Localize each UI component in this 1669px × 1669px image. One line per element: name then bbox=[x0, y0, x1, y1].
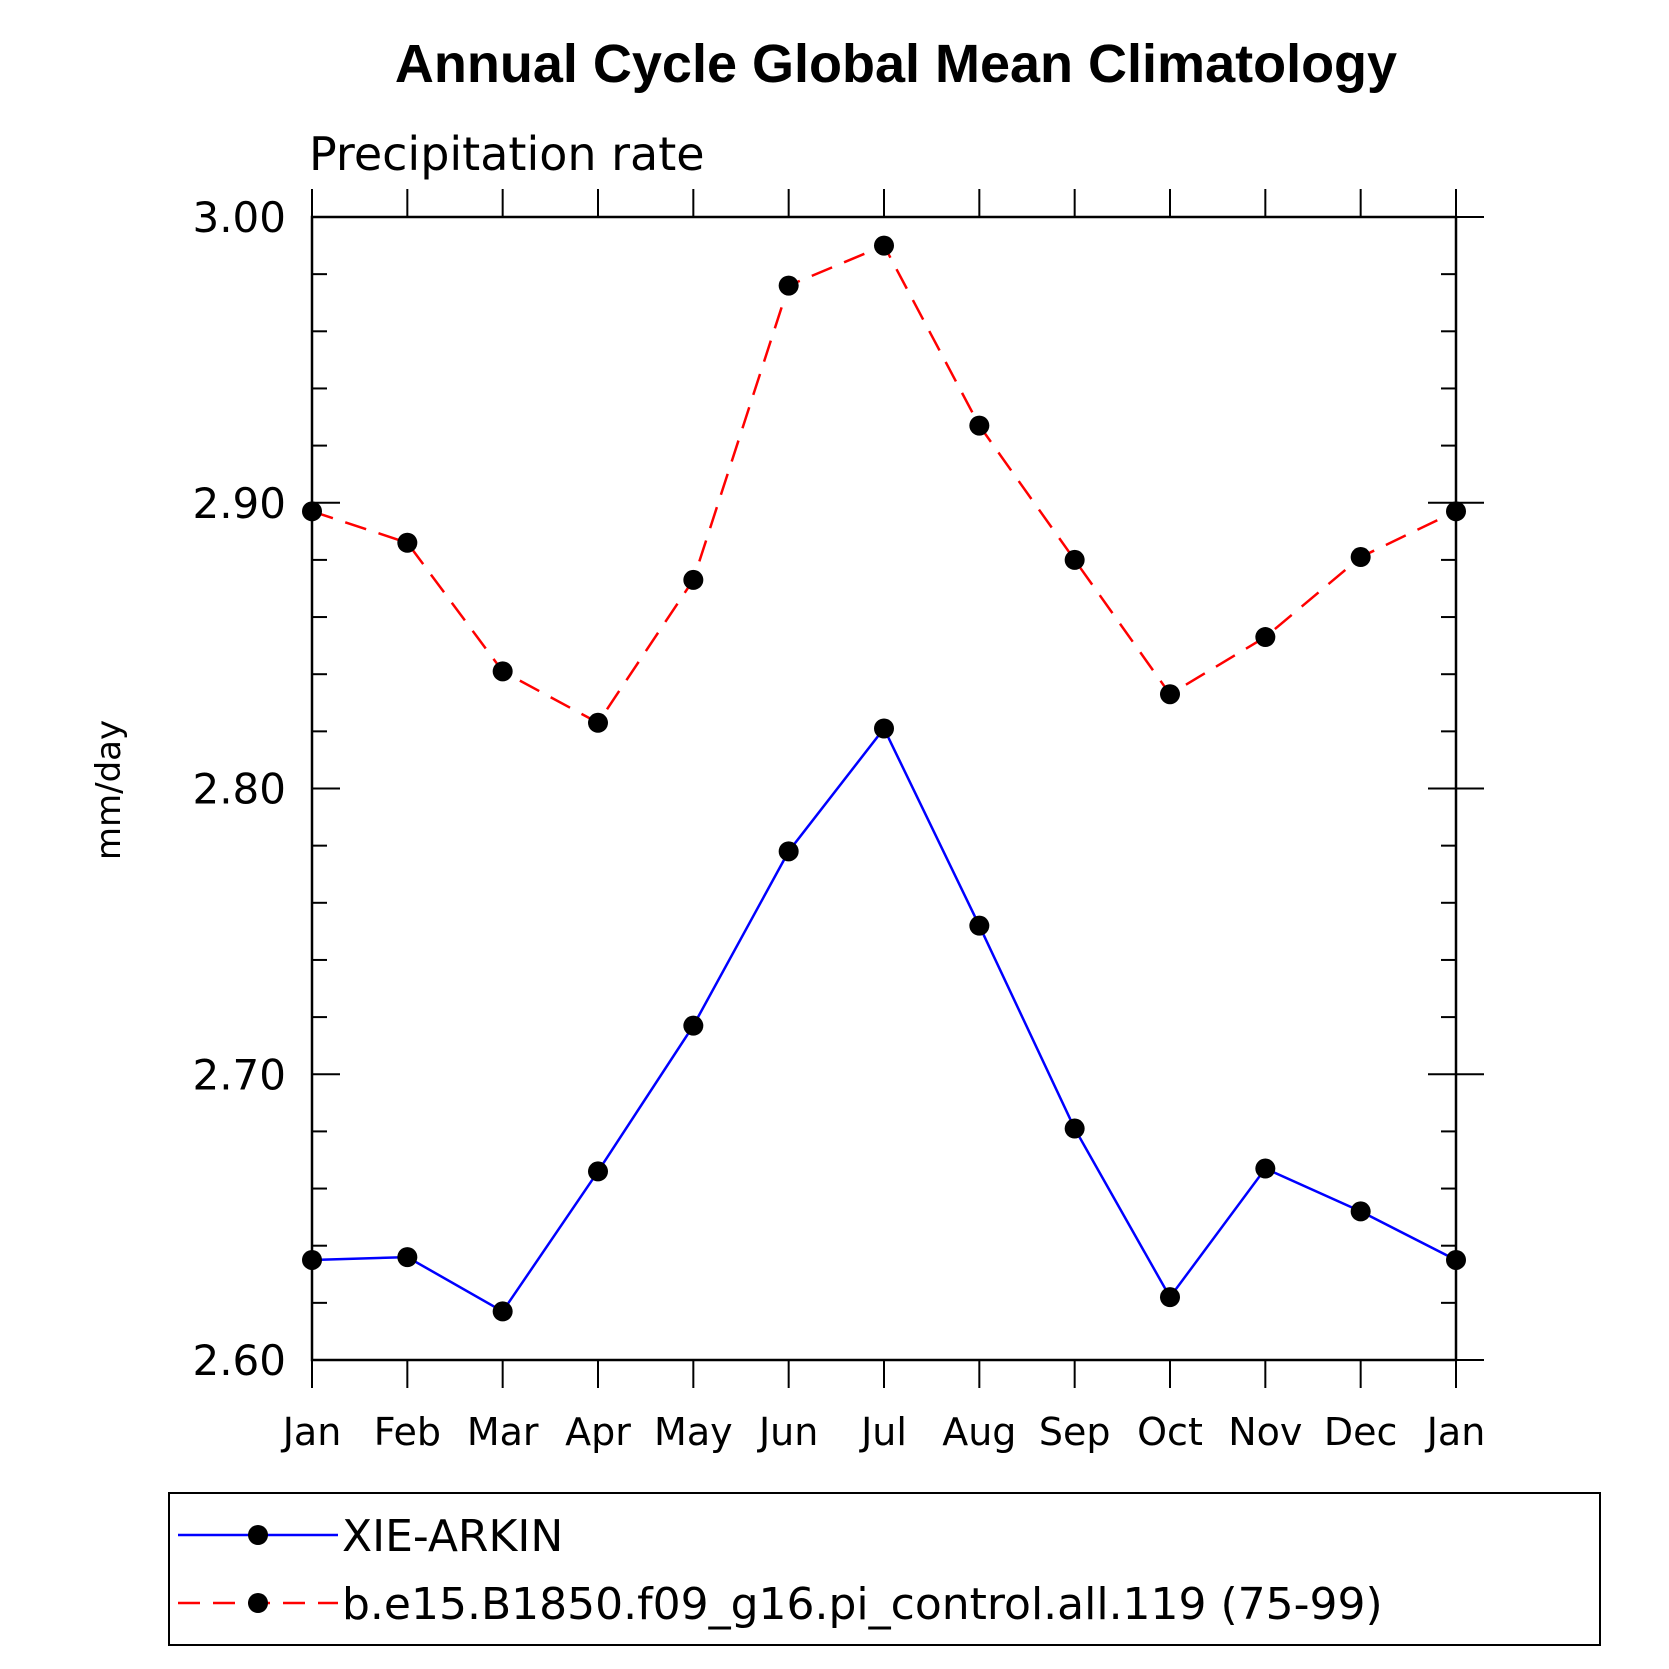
data-point-series-1 bbox=[397, 532, 418, 553]
plot-frame bbox=[310, 215, 1458, 1362]
data-point-series-1 bbox=[1255, 627, 1276, 648]
data-point-series-1 bbox=[1350, 547, 1371, 568]
data-point-series-0 bbox=[1446, 1249, 1466, 1270]
legend-entry-model: b.e15.B1850.f09_g16.pi_control.all.119 (… bbox=[178, 1579, 1383, 1630]
data-point-series-0 bbox=[588, 1161, 608, 1182]
x-tick-label: Mar bbox=[467, 1410, 539, 1454]
data-point-series-1 bbox=[492, 661, 513, 682]
data-point-series-0 bbox=[302, 1249, 322, 1270]
data-point-series-1 bbox=[874, 235, 894, 256]
y-axis-label: mm/day bbox=[89, 720, 129, 860]
y-tick-label: 2.70 bbox=[192, 1050, 286, 1099]
chart-subtitle: Precipitation rate bbox=[309, 127, 705, 181]
x-tick-label: Nov bbox=[1228, 1410, 1302, 1454]
data-point-series-1 bbox=[1064, 549, 1085, 570]
data-point-series-0 bbox=[1064, 1118, 1085, 1139]
x-tick-label: Sep bbox=[1039, 1410, 1111, 1454]
x-tick-label: Feb bbox=[374, 1410, 441, 1454]
data-point-series-0 bbox=[492, 1301, 513, 1322]
y-axis-ticks: 2.60 2.70 2.80 2.90 3.00 bbox=[192, 193, 1484, 1385]
data-point-series-1 bbox=[302, 501, 322, 522]
x-tick-label: Aug bbox=[942, 1410, 1016, 1454]
y-tick-label: 2.80 bbox=[192, 765, 286, 814]
data-point-series-1 bbox=[588, 712, 608, 733]
x-tick-label: Apr bbox=[565, 1410, 631, 1454]
data-point-series-1 bbox=[969, 415, 990, 436]
series-layer bbox=[302, 235, 1466, 1322]
x-tick-label: Jan bbox=[1425, 1410, 1486, 1454]
series-line-1 bbox=[311, 243, 1457, 725]
data-point-series-1 bbox=[683, 569, 704, 590]
data-point-series-0 bbox=[1255, 1158, 1276, 1179]
data-point-series-0 bbox=[874, 718, 894, 739]
data-point-series-1 bbox=[778, 275, 799, 296]
data-point-series-0 bbox=[683, 1015, 704, 1036]
y-tick-label: 2.90 bbox=[192, 479, 286, 528]
legend-label-model: b.e15.B1850.f09_g16.pi_control.all.119 (… bbox=[342, 1579, 1383, 1630]
legend-entry-xie-arkin: XIE-ARKIN bbox=[178, 1511, 563, 1562]
data-point-series-0 bbox=[969, 915, 990, 936]
legend: XIE-ARKIN b.e15.B1850.f09_g16.pi_control… bbox=[168, 1492, 1601, 1646]
x-axis-ticks: Jan Feb Mar Apr May Jun Jul Aug Sep Oct Nov Dec Jan bbox=[281, 189, 1486, 1454]
data-point-series-1 bbox=[1160, 684, 1180, 705]
y-tick-label: 2.60 bbox=[192, 1336, 286, 1385]
x-tick-label: Jun bbox=[757, 1410, 818, 1454]
legend-marker-model bbox=[248, 1593, 268, 1613]
series-line-0 bbox=[311, 726, 1457, 1314]
plot-area: 2.602.702.802.903.00 Jan Feb Mar Apr May Jun J… bbox=[192, 189, 1485, 1454]
legend-box bbox=[168, 1492, 1601, 1646]
x-tick-label: May bbox=[654, 1410, 733, 1454]
data-point-series-1 bbox=[1446, 501, 1466, 522]
y-tick-label: 3.00 bbox=[192, 193, 286, 242]
x-tick-label: Jul bbox=[859, 1410, 907, 1454]
legend-label-xie-arkin: XIE-ARKIN bbox=[342, 1511, 563, 1562]
x-tick-label: Dec bbox=[1324, 1410, 1398, 1454]
x-tick-label: Jan bbox=[281, 1410, 342, 1454]
x-tick-label: Oct bbox=[1137, 1410, 1203, 1454]
data-point-series-0 bbox=[1160, 1287, 1180, 1308]
data-point-series-0 bbox=[1350, 1201, 1371, 1222]
data-point-series-0 bbox=[397, 1247, 418, 1268]
legend-marker-xie-arkin bbox=[248, 1525, 268, 1545]
chart-title: Annual Cycle Global Mean Climatology bbox=[395, 34, 1397, 94]
data-point-series-0 bbox=[778, 841, 799, 862]
